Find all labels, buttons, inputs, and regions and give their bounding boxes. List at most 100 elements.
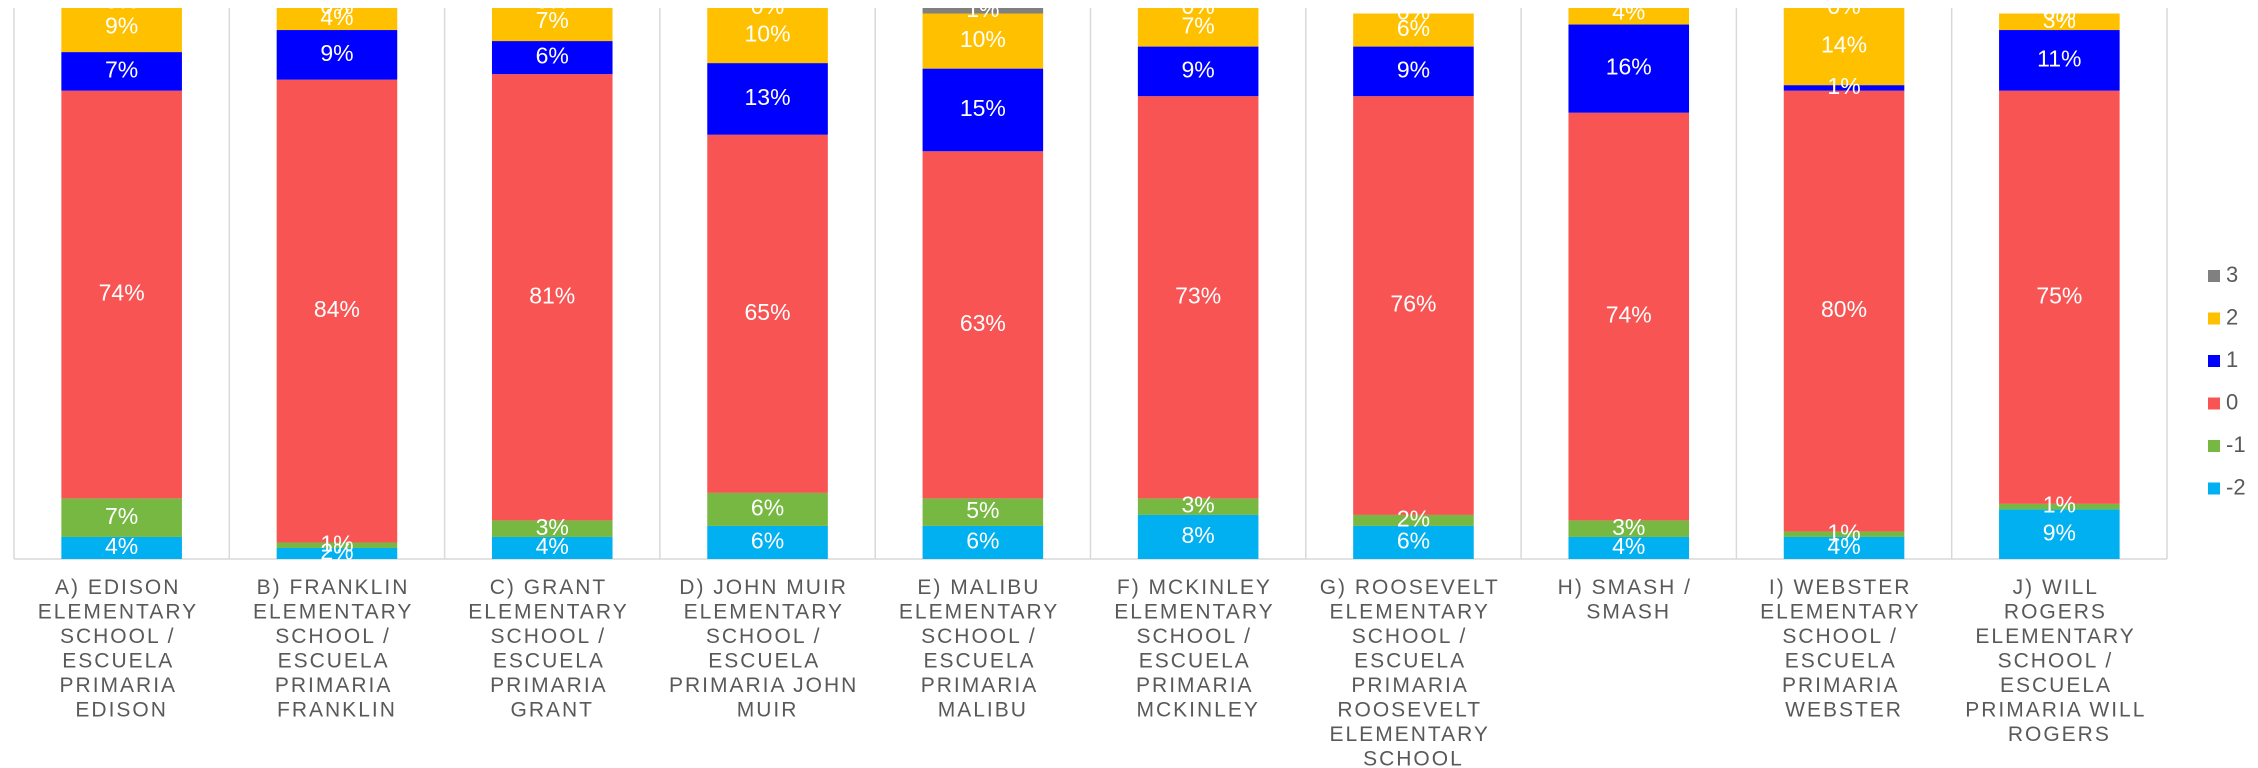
value-label: 5% xyxy=(966,497,999,523)
bar-segment xyxy=(1137,498,1259,515)
legend-swatch xyxy=(2208,270,2220,282)
value-label: 76% xyxy=(1390,291,1436,317)
bar-segment xyxy=(276,8,398,31)
value-label: 0% xyxy=(1827,0,1860,19)
value-label: 0% xyxy=(751,0,784,19)
value-label: 4% xyxy=(1827,533,1860,559)
bar-segment xyxy=(922,498,1044,526)
legend-label: -2 xyxy=(2226,474,2246,499)
legend-label: 0 xyxy=(2226,389,2238,414)
bar-segment xyxy=(1999,503,2120,510)
value-label: 9% xyxy=(1182,56,1215,82)
bar-segment xyxy=(1783,8,1905,86)
value-label: 10% xyxy=(960,26,1006,52)
legend-label: 1 xyxy=(2226,347,2238,372)
value-label: 4% xyxy=(536,533,569,559)
bar-segment xyxy=(707,492,828,526)
bar-segment xyxy=(61,8,182,53)
bar-segment xyxy=(1783,85,1905,91)
bar-segment xyxy=(1137,96,1259,499)
bar-segment xyxy=(922,151,1044,499)
value-label: 4% xyxy=(1612,533,1645,559)
bar-segment xyxy=(1999,13,2120,31)
bar-segment xyxy=(1999,90,2120,504)
bars xyxy=(61,8,2120,559)
bar-segment xyxy=(491,41,613,75)
legend-label: 2 xyxy=(2226,304,2238,329)
value-label: 6% xyxy=(966,528,999,554)
value-label: 3% xyxy=(1612,514,1645,540)
value-label: 1% xyxy=(1827,519,1860,545)
value-label: 1% xyxy=(1827,73,1860,99)
bar-segment xyxy=(276,30,398,80)
bar-segment xyxy=(1353,525,1474,559)
value-label: 8% xyxy=(1182,522,1215,548)
bar-segment xyxy=(61,498,182,537)
value-label: 3% xyxy=(1182,492,1215,518)
legend-swatch xyxy=(2208,482,2220,495)
value-label: 84% xyxy=(314,296,360,322)
bar-segment xyxy=(491,536,613,559)
value-label: 0% xyxy=(105,0,138,14)
bar-segment xyxy=(1137,46,1259,97)
value-label: 75% xyxy=(2036,282,2082,308)
value-labels: 4%7%74%7%9%0%2%1%84%9%4%0%4%3%81%6%7%0%6… xyxy=(99,0,2083,565)
bar-segment xyxy=(276,79,398,543)
legend-swatch xyxy=(2208,397,2220,410)
value-label: 11% xyxy=(2037,45,2081,71)
value-label: 10% xyxy=(745,21,791,47)
value-label: 0% xyxy=(1612,0,1645,14)
bar-segment xyxy=(707,134,828,493)
value-label: 74% xyxy=(99,280,145,306)
bar-segment xyxy=(922,8,1044,14)
bar-segment xyxy=(61,536,182,559)
value-label: 2% xyxy=(320,539,353,565)
x-tick-label: E) MALIBU ELEMENTARY SCHOOL / ESCUELA PR… xyxy=(899,576,1067,722)
bar-segment xyxy=(1999,509,2120,559)
bar-segment xyxy=(922,13,1044,69)
bar-segment xyxy=(1137,8,1259,47)
value-label: 1% xyxy=(2043,492,2076,518)
value-label: 81% xyxy=(529,282,575,308)
value-label: 4% xyxy=(105,533,138,559)
x-tick-label: G) ROOSEVELT ELEMENTARY SCHOOL / ESCUELA… xyxy=(1320,576,1507,768)
bar-segment xyxy=(1568,520,1690,537)
legend-swatch xyxy=(2208,440,2220,452)
bar-segment xyxy=(1783,536,1905,559)
bar-segment xyxy=(1353,514,1474,526)
value-label: 7% xyxy=(105,56,138,82)
value-label: 6% xyxy=(1397,15,1430,41)
legend-swatch xyxy=(2208,355,2220,367)
bar-segment xyxy=(1999,30,2120,91)
value-label: 74% xyxy=(1606,302,1652,328)
value-label: 73% xyxy=(1175,282,1221,308)
value-label: 7% xyxy=(1182,12,1215,38)
bar-segment xyxy=(1137,514,1259,559)
bar-segment xyxy=(1568,8,1690,25)
value-label: 15% xyxy=(960,95,1006,121)
value-label: 9% xyxy=(320,40,353,66)
x-tick-label: A) EDISON ELEMENTARY SCHOOL / ESCUELA PR… xyxy=(38,576,206,722)
value-label: 3% xyxy=(2043,7,2076,33)
value-label: 7% xyxy=(105,503,138,529)
bar-segment xyxy=(1783,531,1905,537)
value-label: 1% xyxy=(320,530,353,556)
bar-segment xyxy=(922,525,1044,559)
value-label: 0% xyxy=(1182,0,1215,19)
value-label: 0% xyxy=(1397,0,1430,25)
bar-segment xyxy=(1568,112,1690,521)
value-label: 3% xyxy=(536,514,569,540)
value-label: 6% xyxy=(751,494,784,520)
value-label: 65% xyxy=(745,299,791,325)
value-label: 2% xyxy=(1397,506,1430,532)
value-label: 7% xyxy=(536,7,569,33)
bar-segment xyxy=(1353,96,1474,515)
value-label: 14% xyxy=(1821,32,1867,58)
value-label: 16% xyxy=(1606,54,1652,80)
bar-segment xyxy=(491,520,613,537)
bar-segment xyxy=(491,74,613,521)
legend-swatch xyxy=(2208,312,2220,325)
bar-segment xyxy=(1353,46,1474,97)
value-label: 13% xyxy=(745,84,791,110)
value-label: 9% xyxy=(1397,56,1430,82)
